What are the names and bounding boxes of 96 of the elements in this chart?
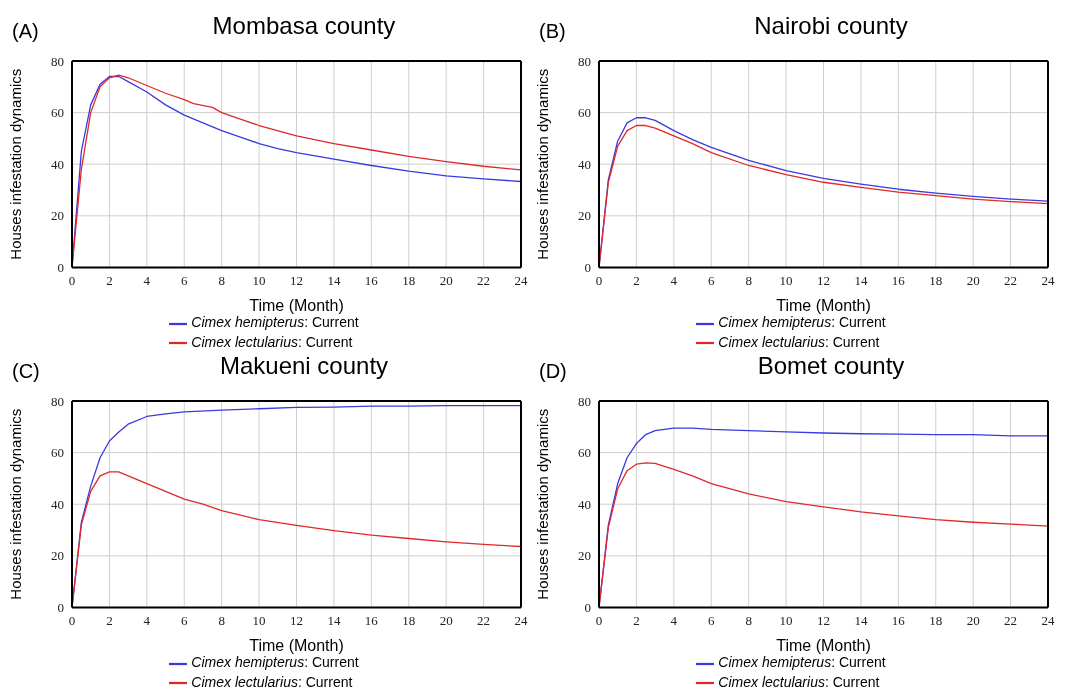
y-tick-label: 60 <box>51 445 64 461</box>
x-axis-title: Time (Month) <box>776 297 871 315</box>
x-tick-label: 24 <box>514 272 528 288</box>
x-tick-label: 24 <box>1041 272 1055 288</box>
y-tick-label: 80 <box>578 53 591 69</box>
x-tick-label: 18 <box>929 272 943 288</box>
x-tick-label: 18 <box>929 612 943 628</box>
x-tick-label: 22 <box>477 612 491 628</box>
legend-label: Cimex lectularius: Current <box>718 673 880 690</box>
x-tick-label: 10 <box>779 612 793 628</box>
y-tick-label: 80 <box>51 53 64 69</box>
y-tick-label: 0 <box>57 600 64 616</box>
x-tick-label: 14 <box>854 612 868 628</box>
x-tick-label: 24 <box>514 612 528 628</box>
x-tick-label: 16 <box>891 612 906 628</box>
x-tick-label: 6 <box>708 272 715 288</box>
x-tick-label: 12 <box>290 612 303 628</box>
x-tick-label: 22 <box>477 272 491 288</box>
x-tick-label: 20 <box>439 612 453 628</box>
x-axis-title: Time (Month) <box>249 637 344 655</box>
x-tick-label: 18 <box>402 272 416 288</box>
x-tick-label: 4 <box>670 612 678 628</box>
x-tick-label: 22 <box>1004 272 1018 288</box>
legend-label: Cimex hemipterus: Current <box>191 654 359 671</box>
legend-label: Cimex hemipterus: Current <box>718 654 886 671</box>
chart-title: Nairobi county <box>754 12 908 39</box>
chart-title: Bomet county <box>757 352 905 379</box>
y-tick-label: 40 <box>578 156 591 172</box>
x-tick-label: 0 <box>595 612 603 628</box>
x-tick-label: 16 <box>891 272 906 288</box>
legend-label: Cimex lectularius: Current <box>718 333 880 350</box>
x-tick-label: 8 <box>218 612 225 628</box>
x-tick-label: 2 <box>106 272 113 288</box>
x-axis-title: Time (Month) <box>249 297 344 315</box>
legend-label: Cimex lectularius: Current <box>191 673 353 690</box>
chart-title: Makueni county <box>219 352 389 379</box>
x-tick-label: 4 <box>143 272 151 288</box>
legend-label: Cimex lectularius: Current <box>191 333 353 350</box>
x-tick-label: 14 <box>854 272 868 288</box>
x-tick-label: 10 <box>252 272 266 288</box>
y-tick-label: 60 <box>578 445 591 461</box>
x-axis-title: Time (Month) <box>776 637 871 655</box>
text: (B) <box>539 20 566 42</box>
y-axis-title: Houses infestation dynamics <box>7 408 25 600</box>
y-tick-label: 20 <box>51 548 64 564</box>
y-axis-title: Houses infestation dynamics <box>534 408 552 600</box>
x-tick-label: 8 <box>218 272 225 288</box>
x-tick-label: 14 <box>327 272 341 288</box>
y-tick-label: 60 <box>51 105 64 121</box>
y-axis-title: Houses infestation dynamics <box>534 68 552 260</box>
y-tick-label: 0 <box>584 260 591 276</box>
y-tick-label: 80 <box>578 393 591 409</box>
x-tick-label: 18 <box>402 612 416 628</box>
x-tick-label: 6 <box>181 272 188 288</box>
x-tick-label: 0 <box>68 272 76 288</box>
x-tick-label: 0 <box>68 612 76 628</box>
x-tick-label: 2 <box>633 612 640 628</box>
chart-title: Mombasa county <box>212 12 396 39</box>
x-tick-label: 20 <box>439 272 453 288</box>
x-tick-label: 8 <box>745 272 752 288</box>
y-tick-label: 0 <box>57 260 64 276</box>
x-tick-label: 16 <box>364 272 379 288</box>
text: (C) <box>12 360 40 382</box>
y-tick-label: 40 <box>578 496 591 512</box>
y-tick-label: 20 <box>578 548 591 564</box>
y-tick-label: 0 <box>584 600 591 616</box>
x-tick-label: 6 <box>708 612 715 628</box>
x-tick-label: 22 <box>1004 612 1018 628</box>
x-tick-label: 24 <box>1041 612 1055 628</box>
legend-label: Cimex hemipterus: Current <box>191 314 359 331</box>
text: (D) <box>539 360 567 382</box>
x-tick-label: 0 <box>595 272 603 288</box>
x-tick-label: 12 <box>817 612 830 628</box>
y-tick-label: 40 <box>51 156 64 172</box>
y-tick-label: 60 <box>578 105 591 121</box>
x-tick-label: 2 <box>106 612 113 628</box>
y-tick-label: 40 <box>51 496 64 512</box>
legend-label: Cimex hemipterus: Current <box>718 314 886 331</box>
x-tick-label: 8 <box>745 612 752 628</box>
x-tick-label: 2 <box>633 272 640 288</box>
x-tick-label: 10 <box>252 612 266 628</box>
text: (A) <box>12 20 39 42</box>
x-tick-label: 20 <box>966 612 980 628</box>
x-tick-label: 4 <box>670 272 678 288</box>
x-tick-label: 12 <box>290 272 303 288</box>
x-tick-label: 14 <box>327 612 341 628</box>
y-tick-label: 20 <box>51 208 64 224</box>
x-tick-label: 6 <box>181 612 188 628</box>
x-tick-label: 4 <box>143 612 151 628</box>
y-tick-label: 20 <box>578 208 591 224</box>
x-tick-label: 10 <box>779 272 793 288</box>
x-tick-label: 20 <box>966 272 980 288</box>
x-tick-label: 16 <box>364 612 379 628</box>
x-tick-label: 12 <box>817 272 830 288</box>
y-axis-title: Houses infestation dynamics <box>7 68 25 260</box>
y-tick-label: 80 <box>51 393 64 409</box>
